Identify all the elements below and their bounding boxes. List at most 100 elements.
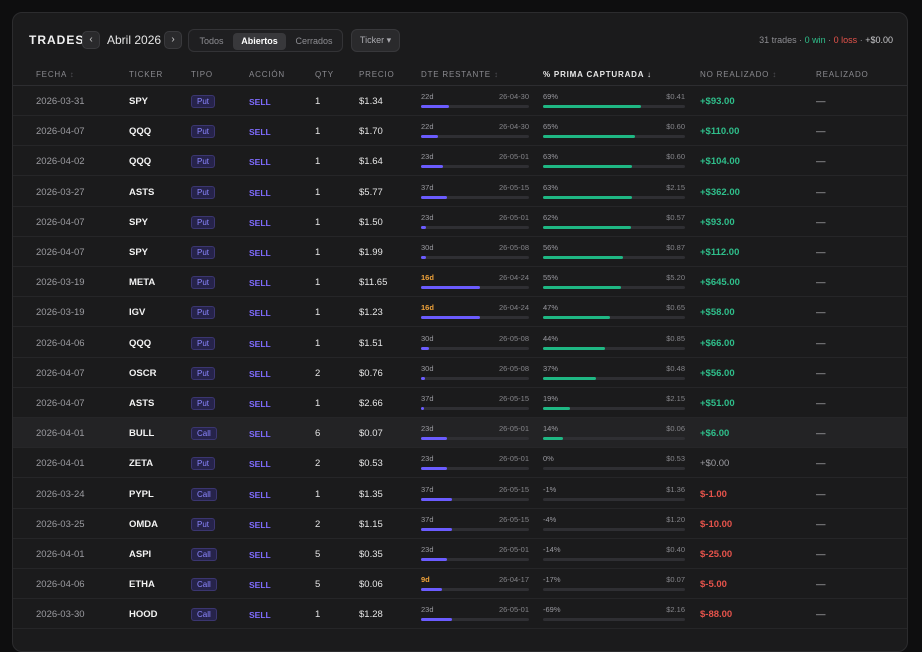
option-type-badge: Call: [191, 608, 217, 622]
dte-progress-bar: [421, 195, 529, 199]
trade-date: 2026-04-07: [36, 126, 85, 138]
col-realizado[interactable]: REALIZADO: [816, 70, 869, 79]
action-label: SELL: [249, 127, 271, 138]
dte-progress-fill: [421, 225, 427, 229]
ticker-filter-dropdown[interactable]: Ticker ▾: [351, 29, 400, 52]
table-row[interactable]: 2026-03-25 OMDA Put SELL 2 $1.15 37d 26-05-15 -4…: [13, 509, 907, 539]
premium-value: $0.53: [666, 454, 685, 464]
table-row[interactable]: 2026-04-01 BULL Call SELL 6 $0.07 23d 26-05-01 1…: [13, 418, 907, 449]
chevron-left-icon: ‹: [89, 34, 93, 45]
sort-icon: ↕: [772, 70, 778, 79]
table-row[interactable]: 2026-04-02 QQQ Put SELL 1 $1.64 23d 26-05-01 63%…: [13, 146, 907, 177]
trade-date: 2026-04-07: [36, 247, 85, 258]
quantity: 2: [315, 518, 321, 530]
quantity: 1: [315, 337, 321, 349]
col-no-realizado[interactable]: NO REALIZADO ↕: [700, 70, 777, 79]
dte-days: 37d: [421, 484, 434, 494]
premium-captured-pct: 0%: [543, 454, 554, 464]
price: $1.28: [359, 609, 383, 621]
dte-days: 23d: [421, 605, 434, 615]
col-precio-label: PRECIO: [359, 70, 395, 79]
unrealized-pnl: $-5.00: [700, 579, 727, 591]
unrealized-pnl: +$110.00: [700, 126, 740, 138]
premium-progress-bar: [543, 497, 685, 501]
table-row[interactable]: 2026-03-31 SPY Put SELL 1 $1.34 22d 26-04-30 69%…: [13, 86, 907, 116]
col-qty[interactable]: QTY: [315, 70, 334, 79]
price: $1.34: [359, 96, 383, 107]
dte-progress-bar: [421, 105, 529, 108]
expiry-date: 26-05-01: [498, 454, 529, 464]
table-row[interactable]: 2026-04-07 OSCR Put SELL 2 $0.76 30d 26-05-08 37…: [13, 358, 907, 388]
quantity: 1: [315, 398, 321, 409]
trade-date: 2026-04-07: [36, 367, 85, 379]
dte-progress-bar: [421, 588, 529, 592]
premium-progress-bar: [543, 316, 685, 320]
table-row[interactable]: 2026-03-19 IGV Put SELL 1 $1.23 16d 26-04-24 47%…: [13, 297, 907, 328]
action-label: SELL: [249, 489, 271, 500]
unrealized-pnl: +$58.00: [700, 307, 735, 319]
dte-progress-bar: [421, 497, 529, 501]
premium-captured-pct: 14%: [543, 424, 559, 434]
dte-progress-fill: [421, 618, 453, 622]
unrealized-pnl: +$51.00: [700, 398, 735, 409]
quantity: 1: [315, 126, 321, 138]
action-label: SELL: [249, 97, 271, 107]
table-row[interactable]: 2026-04-01 ZETA Put SELL 2 $0.53 23d 26-05-01 0%…: [13, 448, 907, 479]
table-row[interactable]: 2026-04-07 SPY Put SELL 1 $1.50 23d 26-05-01 62%…: [13, 207, 907, 237]
col-precio[interactable]: PRECIO: [359, 70, 394, 79]
trades-toolbar: TRADES ‹ Abril 2026 › Todos Abiertos Cer…: [13, 29, 907, 53]
dte-progress-bar: [421, 256, 529, 259]
expiry-date: 26-05-01: [498, 424, 529, 434]
col-fecha[interactable]: FECHA ↕: [36, 70, 75, 79]
dte-progress-bar: [421, 286, 529, 290]
action-label: SELL: [249, 550, 271, 560]
premium-value: $0.41: [666, 92, 685, 101]
col-dte[interactable]: DTE RESTANTE ↕: [421, 70, 499, 79]
dte-days: 23d: [421, 212, 434, 222]
premium-progress-fill: [543, 346, 606, 350]
action-label: SELL: [249, 459, 271, 470]
action-label: SELL: [249, 187, 271, 198]
col-tipo[interactable]: TIPO: [191, 70, 213, 79]
quantity: 1: [315, 247, 321, 258]
trade-date: 2026-03-31: [36, 96, 85, 107]
table-row[interactable]: 2026-03-19 META Put SELL 1 $11.65 16d 26-04-24 5…: [13, 267, 907, 298]
table-row[interactable]: 2026-04-06 QQQ Put SELL 1 $1.51 30d 26-05-08 44%…: [13, 328, 907, 358]
table-row[interactable]: 2026-04-06 ETHA Call SELL 5 $0.06 9d 26-04-17 -1…: [13, 569, 907, 600]
table-row[interactable]: 2026-03-24 PYPL Call SELL 1 $1.35 37d 26-05-15 -…: [13, 479, 907, 509]
realized-pnl: —: [816, 96, 826, 107]
col-prima[interactable]: % PRIMA CAPTURADA ↓: [543, 70, 652, 79]
dte-progress-fill: [421, 316, 481, 320]
dte-days: 23d: [421, 454, 434, 464]
filter-cerrados[interactable]: Cerrados: [295, 36, 333, 46]
prev-month-button[interactable]: ‹: [82, 31, 100, 49]
trade-date: 2026-03-30: [36, 609, 85, 621]
option-type-badge: Put: [191, 155, 216, 169]
premium-progress-bar: [543, 135, 685, 139]
table-row[interactable]: 2026-03-30 HOOD Call SELL 1 $1.28 23d 26-05-01 -…: [13, 599, 907, 630]
premium-progress-fill: [543, 407, 570, 410]
quantity: 1: [315, 488, 321, 500]
action-label: SELL: [249, 399, 271, 409]
dte-days: 37d: [421, 394, 434, 403]
next-month-button[interactable]: ›: [164, 31, 182, 49]
col-accion[interactable]: ACCIÓN: [249, 70, 285, 79]
price: $1.35: [359, 488, 383, 500]
sort-icon: ↕: [69, 70, 75, 79]
col-tipo-label: TIPO: [191, 70, 213, 79]
filter-abiertos[interactable]: Abiertos: [233, 33, 286, 50]
dte-progress-bar: [421, 346, 529, 350]
col-no-realizado-label: NO REALIZADO: [700, 70, 770, 79]
table-row[interactable]: 2026-04-07 ASTS Put SELL 1 $2.66 37d 26-05-15 19…: [13, 388, 907, 418]
ticker-symbol: SPY: [129, 247, 149, 258]
col-ticker[interactable]: TICKER: [129, 70, 163, 79]
table-row[interactable]: 2026-03-27 ASTS Put SELL 1 $5.77 37d 26-05-15 63…: [13, 177, 907, 207]
table-row[interactable]: 2026-04-07 SPY Put SELL 1 $1.99 30d 26-05-08 56%…: [13, 237, 907, 267]
unrealized-pnl: $-88.00: [700, 609, 733, 621]
month-label: Abril 2026: [107, 33, 162, 47]
table-row[interactable]: 2026-04-01 ASPI Call SELL 5 $0.35 23d 26-05-01 -…: [13, 539, 907, 569]
filter-todos[interactable]: Todos: [199, 36, 224, 46]
premium-progress-fill: [543, 437, 563, 441]
option-type-badge: Put: [191, 276, 216, 290]
table-row[interactable]: 2026-04-07 QQQ Put SELL 1 $1.70 22d 26-04-30 65%…: [13, 116, 907, 147]
